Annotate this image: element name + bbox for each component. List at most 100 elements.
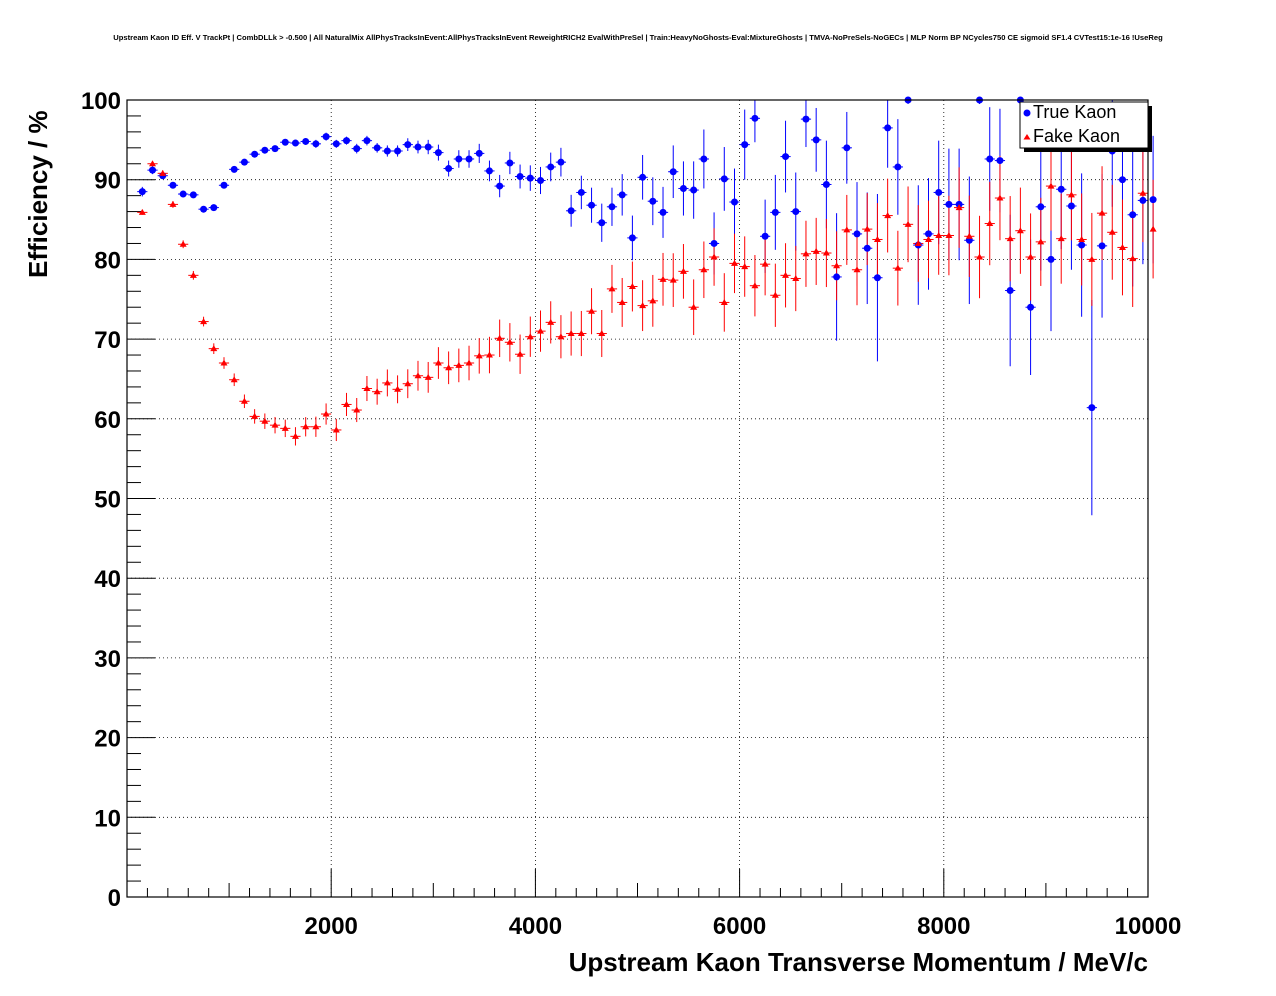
point-true-kaon xyxy=(537,176,545,184)
point-fake-kaon xyxy=(251,412,259,419)
point-true-kaon xyxy=(863,244,871,252)
point-true-kaon xyxy=(1047,255,1055,263)
point-fake-kaon xyxy=(986,220,994,227)
point-true-kaon xyxy=(1149,196,1157,204)
point-fake-kaon xyxy=(424,373,432,380)
legend: True Kaon Fake Kaon xyxy=(1019,101,1152,152)
point-true-kaon xyxy=(1118,176,1126,184)
legend-marker-fake-kaon xyxy=(1023,134,1031,140)
point-fake-kaon xyxy=(149,160,157,167)
point-fake-kaon xyxy=(220,359,228,366)
point-true-kaon xyxy=(628,234,636,242)
point-fake-kaon xyxy=(720,298,728,305)
point-fake-kaon xyxy=(516,350,524,357)
point-fake-kaon xyxy=(1108,228,1116,235)
point-fake-kaon xyxy=(547,318,555,325)
point-fake-kaon xyxy=(240,397,248,404)
point-fake-kaon xyxy=(200,318,208,325)
y-tick-label: 20 xyxy=(94,726,121,753)
point-true-kaon xyxy=(230,165,238,173)
point-fake-kaon xyxy=(1067,191,1075,198)
point-fake-kaon xyxy=(924,235,932,242)
point-fake-kaon xyxy=(261,417,269,424)
point-true-kaon xyxy=(782,153,790,161)
point-fake-kaon xyxy=(312,423,320,430)
y-tick-label: 90 xyxy=(94,168,121,195)
x-tick-label: 8000 xyxy=(917,913,970,940)
point-fake-kaon xyxy=(179,240,187,247)
point-fake-kaon xyxy=(485,351,493,358)
point-true-kaon xyxy=(843,144,851,152)
point-fake-kaon xyxy=(291,432,299,439)
series-true-kaon xyxy=(138,96,1157,412)
point-fake-kaon xyxy=(700,266,708,273)
point-fake-kaon xyxy=(730,259,738,266)
point-fake-kaon xyxy=(771,291,779,298)
point-true-kaon xyxy=(986,155,994,163)
point-fake-kaon xyxy=(965,232,973,239)
point-fake-kaon xyxy=(1006,235,1014,242)
point-fake-kaon xyxy=(526,333,534,340)
point-fake-kaon xyxy=(1098,209,1106,216)
point-fake-kaon xyxy=(506,338,514,345)
point-fake-kaon xyxy=(782,271,790,278)
point-fake-kaon xyxy=(588,307,596,314)
point-fake-kaon xyxy=(792,275,800,282)
point-fake-kaon xyxy=(914,239,922,246)
point-true-kaon xyxy=(363,137,371,145)
y-tick-label: 60 xyxy=(94,407,121,434)
y-tick-label: 50 xyxy=(94,487,121,514)
point-true-kaon xyxy=(373,144,381,152)
point-true-kaon xyxy=(1088,404,1096,412)
point-fake-kaon xyxy=(945,231,953,238)
point-fake-kaon xyxy=(210,345,218,352)
point-true-kaon xyxy=(679,184,687,192)
y-tick-label: 70 xyxy=(94,327,121,354)
point-fake-kaon xyxy=(741,263,749,270)
point-true-kaon xyxy=(751,114,759,122)
point-fake-kaon xyxy=(373,388,381,395)
point-true-kaon xyxy=(1006,286,1014,294)
point-true-kaon xyxy=(577,188,585,196)
point-true-kaon xyxy=(516,173,524,181)
point-true-kaon xyxy=(710,239,718,247)
point-fake-kaon xyxy=(996,194,1004,201)
point-fake-kaon xyxy=(394,385,402,392)
point-true-kaon xyxy=(894,163,902,171)
point-true-kaon xyxy=(833,273,841,281)
point-true-kaon xyxy=(1078,241,1086,249)
point-true-kaon xyxy=(383,147,391,155)
point-true-kaon xyxy=(649,197,657,205)
point-fake-kaon xyxy=(159,169,167,176)
point-true-kaon xyxy=(189,191,197,199)
point-fake-kaon xyxy=(404,380,412,387)
point-fake-kaon xyxy=(1057,235,1065,242)
point-fake-kaon xyxy=(537,327,545,334)
point-fake-kaon xyxy=(363,385,371,392)
point-fake-kaon xyxy=(843,226,851,233)
point-true-kaon xyxy=(210,204,218,212)
point-true-kaon xyxy=(1037,203,1045,211)
point-fake-kaon xyxy=(1118,243,1126,250)
point-true-kaon xyxy=(669,168,677,176)
x-tick-label: 4000 xyxy=(509,913,562,940)
point-true-kaon xyxy=(302,137,310,145)
point-fake-kaon xyxy=(1088,255,1096,262)
point-true-kaon xyxy=(1139,196,1147,204)
point-true-kaon xyxy=(720,175,728,183)
legend-label-fake-kaon: Fake Kaon xyxy=(1033,126,1120,146)
point-true-kaon xyxy=(924,230,932,238)
point-true-kaon xyxy=(1027,303,1035,311)
point-fake-kaon xyxy=(598,330,606,337)
point-true-kaon xyxy=(700,155,708,163)
point-fake-kaon xyxy=(1149,225,1157,232)
point-fake-kaon xyxy=(679,267,687,274)
point-true-kaon xyxy=(618,191,626,199)
point-true-kaon xyxy=(343,137,351,145)
point-true-kaon xyxy=(1098,242,1106,250)
point-true-kaon xyxy=(690,186,698,194)
point-true-kaon xyxy=(251,150,259,158)
point-fake-kaon xyxy=(1037,238,1045,245)
point-fake-kaon xyxy=(751,282,759,289)
legend-box xyxy=(1019,101,1149,149)
